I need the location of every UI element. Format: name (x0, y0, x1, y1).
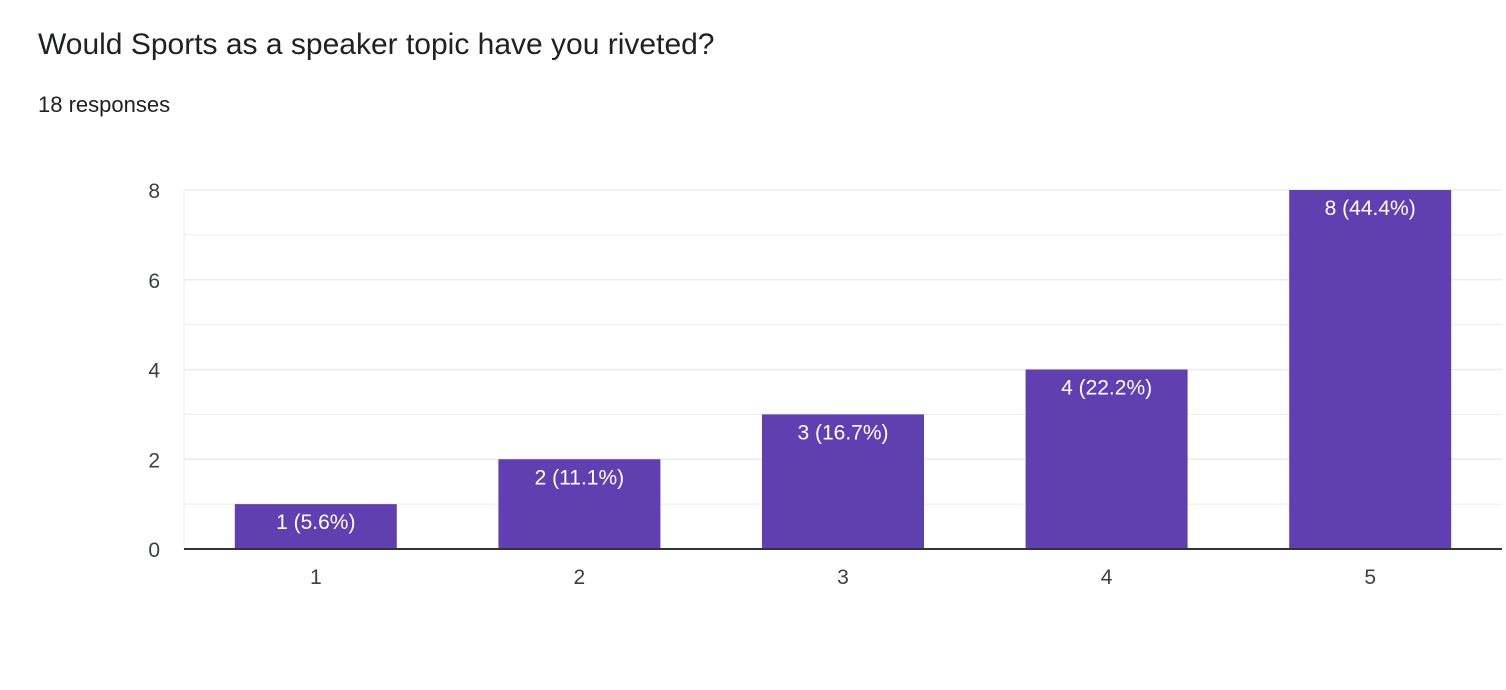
bar (762, 414, 924, 549)
y-tick-label: 6 (148, 270, 160, 293)
x-tick-label: 5 (1364, 566, 1376, 589)
bars (234, 190, 1452, 549)
bar-data-label: 1 (5.6%) (276, 511, 355, 534)
data-labels: 1 (5.6%) 2 (11.1%) 3 (16.7%) 4 (22.2%) 8 (44… (276, 197, 1416, 534)
bar (1025, 369, 1188, 549)
bar-data-label: 4 (22.2%) (1061, 377, 1152, 400)
x-tick-label: 3 (837, 566, 849, 589)
axes: 0 2 4 6 8 1 2 3 4 5 (148, 180, 1502, 589)
y-tick-label: 2 (148, 449, 160, 472)
bar-data-label: 8 (44.4%) (1325, 197, 1416, 220)
response-count: 18 responses (38, 92, 171, 117)
y-tick-label: 4 (148, 360, 160, 383)
bar (498, 459, 661, 549)
x-tick-label: 4 (1101, 566, 1113, 589)
bar-data-label: 2 (11.1%) (535, 466, 625, 489)
bar (234, 504, 397, 549)
question-title: Would Sports as a speaker topic have you… (38, 28, 715, 61)
bar-data-label: 3 (16.7%) (797, 421, 888, 444)
y-tick-label: 8 (148, 180, 160, 203)
y-tick-label: 0 (148, 539, 160, 562)
x-tick-label: 1 (310, 566, 322, 589)
x-tick-label: 2 (574, 566, 586, 589)
bar (1289, 190, 1452, 549)
